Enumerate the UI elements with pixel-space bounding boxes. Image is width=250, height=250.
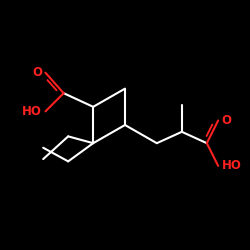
Text: HO: HO: [22, 105, 42, 118]
Text: O: O: [222, 114, 232, 127]
Text: O: O: [32, 66, 42, 79]
Text: HO: HO: [222, 160, 242, 172]
